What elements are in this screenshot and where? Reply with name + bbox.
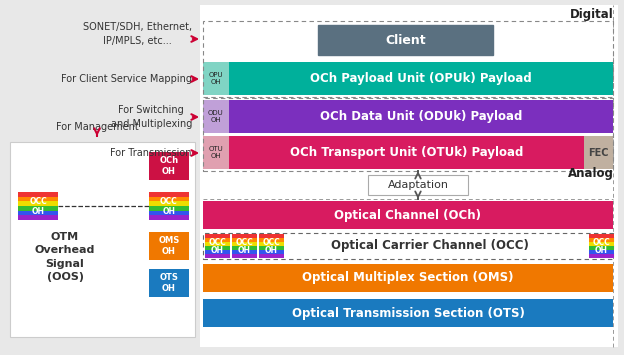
Bar [203, 201, 613, 229]
Bar [229, 136, 584, 169]
Bar [18, 197, 58, 201]
Text: OPU
OH: OPU OH [208, 72, 223, 85]
Bar [10, 142, 195, 337]
Bar [232, 246, 257, 250]
Text: OCC: OCC [593, 238, 610, 247]
Bar [589, 242, 614, 246]
Bar [149, 197, 189, 201]
Text: SONET/SDH, Ethernet,
IP/MPLS, etc...: SONET/SDH, Ethernet, IP/MPLS, etc... [83, 22, 192, 45]
Text: For Client Service Mapping: For Client Service Mapping [61, 74, 192, 84]
Bar [18, 215, 58, 220]
Bar [149, 215, 189, 220]
Bar [584, 136, 613, 169]
Bar [18, 192, 58, 197]
Bar [232, 238, 257, 242]
Text: OCh
OH: OCh OH [160, 156, 178, 176]
Bar [203, 233, 613, 259]
Bar [18, 201, 58, 206]
Text: OCC: OCC [236, 238, 253, 247]
Bar [203, 21, 613, 97]
Text: OH: OH [265, 246, 278, 255]
Bar [259, 234, 284, 238]
Text: For Switching
and Multiplexing: For Switching and Multiplexing [110, 105, 192, 129]
Bar [589, 238, 614, 242]
Text: Adaptation: Adaptation [388, 180, 449, 190]
Bar [205, 234, 230, 238]
Bar [205, 254, 230, 258]
Text: Analog: Analog [568, 167, 614, 180]
Bar [229, 62, 613, 95]
Bar [149, 269, 189, 297]
Bar [205, 242, 230, 246]
Bar [205, 238, 230, 242]
Bar [318, 25, 493, 55]
Text: OH: OH [211, 246, 224, 255]
Bar [232, 254, 257, 258]
Text: OCC: OCC [29, 197, 47, 206]
Bar [205, 250, 230, 254]
Bar [203, 264, 613, 292]
Text: OCC: OCC [208, 238, 227, 247]
Text: OTU
OH: OTU OH [208, 146, 223, 159]
Bar [18, 206, 58, 211]
Text: OCh Transport Unit (OTUk) Payload: OCh Transport Unit (OTUk) Payload [290, 146, 523, 159]
Bar [589, 254, 614, 258]
Bar [200, 5, 618, 347]
Bar [205, 246, 230, 250]
Bar [203, 299, 613, 327]
Bar [259, 242, 284, 246]
Bar [149, 206, 189, 211]
Bar [368, 175, 468, 195]
Text: OCh Payload Unit (OPUk) Payload: OCh Payload Unit (OPUk) Payload [310, 72, 532, 85]
Text: Optical Multiplex Section (OMS): Optical Multiplex Section (OMS) [302, 272, 514, 284]
Bar [203, 62, 229, 95]
Bar [259, 250, 284, 254]
Bar [589, 246, 614, 250]
Text: Optical Transmission Section (OTS): Optical Transmission Section (OTS) [291, 306, 524, 320]
Bar [149, 211, 189, 215]
Text: ODU
OH: ODU OH [208, 110, 224, 123]
Bar [149, 201, 189, 206]
Text: Client: Client [385, 33, 426, 47]
Text: OH: OH [595, 246, 608, 255]
Text: Optical Carrier Channel (OCC): Optical Carrier Channel (OCC) [331, 240, 529, 252]
Bar [203, 136, 229, 169]
Bar [203, 98, 613, 171]
Text: OMS
OH: OMS OH [158, 236, 180, 256]
Bar [259, 254, 284, 258]
Text: FEC: FEC [588, 147, 609, 158]
Text: OCC: OCC [160, 197, 178, 206]
Bar [232, 242, 257, 246]
Bar [232, 250, 257, 254]
Bar [229, 100, 613, 133]
Bar [589, 234, 614, 238]
Text: OH: OH [238, 246, 251, 255]
Text: For Transmission: For Transmission [110, 148, 192, 158]
Text: Optical Channel (OCh): Optical Channel (OCh) [334, 208, 482, 222]
Text: OH: OH [31, 207, 44, 216]
Bar [149, 152, 189, 180]
Bar [259, 238, 284, 242]
Text: For Management: For Management [56, 122, 139, 132]
Text: Digital: Digital [570, 8, 614, 21]
Bar [259, 246, 284, 250]
Text: OTM
Overhead
Signal
(OOS): OTM Overhead Signal (OOS) [35, 232, 95, 282]
Bar [18, 211, 58, 215]
Bar [149, 192, 189, 197]
Text: OCh Data Unit (ODUk) Payload: OCh Data Unit (ODUk) Payload [320, 110, 522, 123]
Text: OCC: OCC [263, 238, 280, 247]
Bar [203, 100, 229, 133]
Bar [589, 250, 614, 254]
Text: OTS
OH: OTS OH [160, 273, 178, 293]
Text: OH: OH [162, 207, 175, 216]
Bar [232, 234, 257, 238]
Bar [149, 232, 189, 260]
